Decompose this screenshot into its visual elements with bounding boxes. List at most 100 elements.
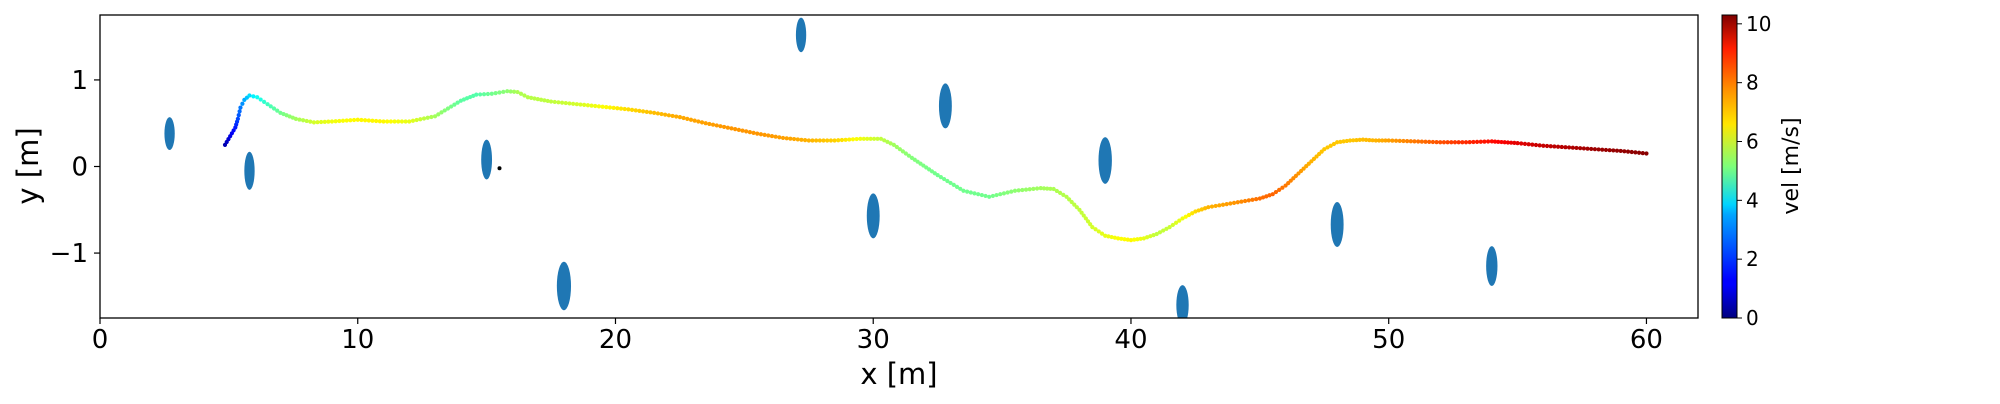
trajectory-point bbox=[525, 95, 530, 100]
trajectory-point bbox=[1640, 151, 1645, 156]
trajectory-point bbox=[1103, 233, 1108, 238]
trajectory-point bbox=[1463, 140, 1469, 145]
trajectory-point bbox=[1496, 139, 1501, 144]
trajectory-point bbox=[1016, 188, 1021, 193]
trajectory-point bbox=[604, 105, 609, 110]
trajectory-point bbox=[1093, 227, 1098, 232]
trajectory-point bbox=[825, 138, 830, 143]
trajectory-point bbox=[836, 138, 841, 143]
trajectory-point bbox=[1519, 141, 1524, 146]
trajectory-point bbox=[1209, 204, 1215, 209]
trajectory-point bbox=[1376, 138, 1382, 143]
obstacle bbox=[164, 117, 175, 151]
trajectory-point bbox=[1148, 234, 1153, 239]
trajectory-point bbox=[1173, 220, 1179, 225]
trajectory-point bbox=[1644, 151, 1649, 156]
trajectory-point bbox=[1254, 197, 1259, 202]
trajectory-point bbox=[493, 91, 498, 96]
trajectory-point bbox=[452, 102, 457, 107]
trajectory-point bbox=[1135, 237, 1140, 242]
trajectory-point bbox=[607, 105, 613, 110]
trajectory-point bbox=[814, 138, 819, 143]
trajectory-point bbox=[1009, 189, 1014, 194]
trajectory-point bbox=[707, 121, 712, 127]
x-tick-label: 40 bbox=[1114, 325, 1147, 355]
trajectory-point bbox=[714, 123, 719, 128]
trajectory-point bbox=[976, 192, 981, 197]
trajectory-point bbox=[875, 136, 880, 141]
trajectory-point bbox=[1115, 236, 1121, 241]
trajectory-point bbox=[1183, 214, 1188, 219]
trajectory-point bbox=[766, 133, 771, 138]
trajectory-point bbox=[951, 182, 956, 187]
trajectory-point bbox=[888, 141, 893, 146]
trajectory-point bbox=[648, 110, 653, 115]
trajectory-point bbox=[535, 97, 540, 102]
x-tick-label: 60 bbox=[1630, 325, 1663, 355]
trajectory-point bbox=[436, 112, 441, 117]
trajectory-point bbox=[1061, 192, 1066, 197]
y-tick-label: −1 bbox=[50, 239, 88, 269]
trajectory-point bbox=[762, 132, 767, 137]
trajectory-point bbox=[593, 103, 598, 109]
trajectory-point bbox=[903, 151, 908, 156]
marker-layer bbox=[497, 166, 502, 171]
trajectory-point bbox=[644, 109, 649, 114]
trajectory-point bbox=[722, 124, 727, 130]
trajectory-point bbox=[238, 105, 243, 110]
trajectory-point bbox=[755, 131, 760, 136]
trajectory-point bbox=[1570, 145, 1575, 150]
trajectory-point bbox=[478, 92, 483, 97]
trajectory-point bbox=[942, 176, 947, 182]
trajectory-point bbox=[948, 180, 953, 186]
trajectory-layer bbox=[222, 89, 1649, 243]
trajectory-point bbox=[1020, 187, 1025, 193]
trajectory-point bbox=[489, 91, 494, 96]
trajectory-point bbox=[1228, 201, 1233, 206]
trajectory-point bbox=[255, 95, 260, 100]
x-tick-label: 20 bbox=[599, 325, 632, 355]
trajectory-point bbox=[1280, 185, 1285, 190]
trajectory-point bbox=[445, 106, 451, 111]
trajectory-point bbox=[1144, 235, 1150, 240]
trajectory-point bbox=[1231, 200, 1237, 205]
trajectory-point bbox=[1083, 216, 1088, 221]
trajectory-point bbox=[392, 119, 397, 124]
trajectory-point bbox=[699, 120, 705, 125]
trajectory-point bbox=[1112, 235, 1117, 240]
trajectory-point bbox=[1467, 140, 1472, 145]
trajectory-point bbox=[1589, 146, 1594, 152]
trajectory-point bbox=[1164, 226, 1169, 231]
trajectory-point bbox=[1585, 146, 1590, 151]
trajectory-point bbox=[1412, 139, 1417, 144]
trajectory-point bbox=[1393, 138, 1399, 143]
trajectory-point bbox=[265, 102, 270, 107]
trajectory-point bbox=[806, 138, 811, 143]
trajectory-point bbox=[1555, 144, 1561, 149]
trajectory-point bbox=[1360, 137, 1366, 142]
trajectory-point bbox=[388, 119, 393, 124]
trajectory-point bbox=[1199, 207, 1204, 212]
trajectory-point bbox=[1567, 145, 1572, 150]
trajectory-point bbox=[532, 96, 537, 101]
trajectory-point bbox=[1048, 186, 1053, 191]
trajectory-point bbox=[891, 142, 896, 147]
trajectory-point bbox=[1474, 139, 1480, 144]
trajectory-point bbox=[758, 132, 764, 137]
trajectory-point bbox=[677, 115, 683, 120]
trajectory-point bbox=[1408, 139, 1413, 144]
trajectory-point bbox=[429, 114, 434, 120]
plot-frame bbox=[99, 14, 1699, 319]
trajectory-point bbox=[710, 122, 716, 127]
trajectory-point bbox=[1347, 138, 1353, 143]
trajectory-point bbox=[293, 116, 298, 121]
trajectory-point bbox=[529, 95, 534, 100]
trajectory-point bbox=[703, 121, 708, 126]
trajectory-point bbox=[1141, 236, 1146, 241]
trajectory-point bbox=[449, 104, 454, 109]
trajectory-point bbox=[1005, 190, 1010, 195]
trajectory-point bbox=[1367, 138, 1372, 143]
trajectory-point bbox=[1041, 186, 1047, 191]
trajectory-point bbox=[1277, 187, 1282, 192]
trajectory-point bbox=[1217, 203, 1222, 208]
